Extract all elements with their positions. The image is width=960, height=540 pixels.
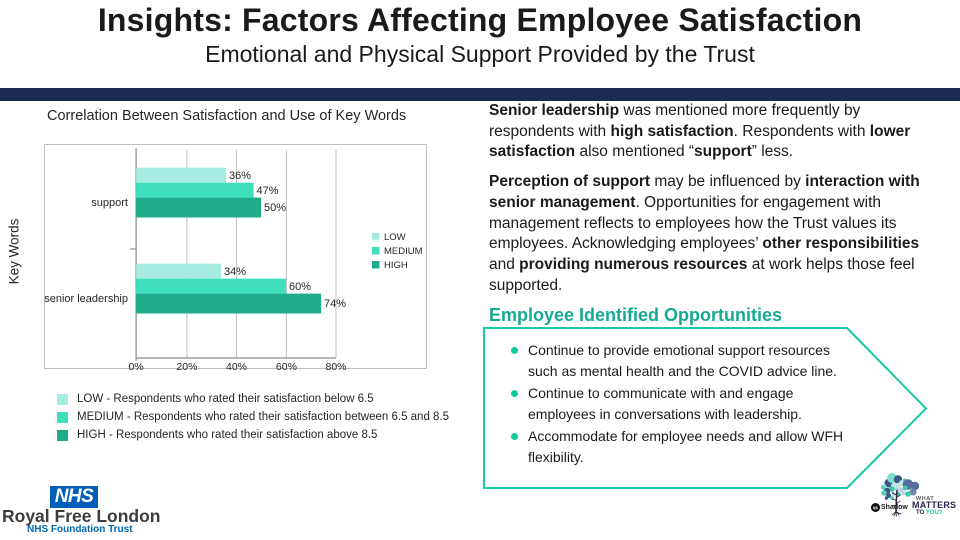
svg-text:74%: 74% bbox=[324, 298, 346, 310]
svg-text:support: support bbox=[91, 197, 128, 209]
svg-text:80%: 80% bbox=[325, 361, 346, 373]
svg-text:60%: 60% bbox=[276, 361, 297, 373]
svg-text:60%: 60% bbox=[289, 281, 311, 293]
svg-text:40%: 40% bbox=[226, 361, 247, 373]
svg-text:0%: 0% bbox=[129, 361, 144, 373]
svg-text:MEDIUM: MEDIUM bbox=[384, 246, 423, 257]
svg-text:senior leadership: senior leadership bbox=[44, 293, 128, 305]
svg-text:34%: 34% bbox=[224, 266, 246, 278]
svg-text:LOW: LOW bbox=[384, 232, 406, 243]
svg-text:50%: 50% bbox=[264, 202, 286, 214]
svg-text:20%: 20% bbox=[176, 361, 197, 373]
svg-text:HIGH: HIGH bbox=[384, 260, 408, 271]
svg-text:47%: 47% bbox=[257, 185, 279, 197]
svg-text:36%: 36% bbox=[229, 170, 251, 182]
